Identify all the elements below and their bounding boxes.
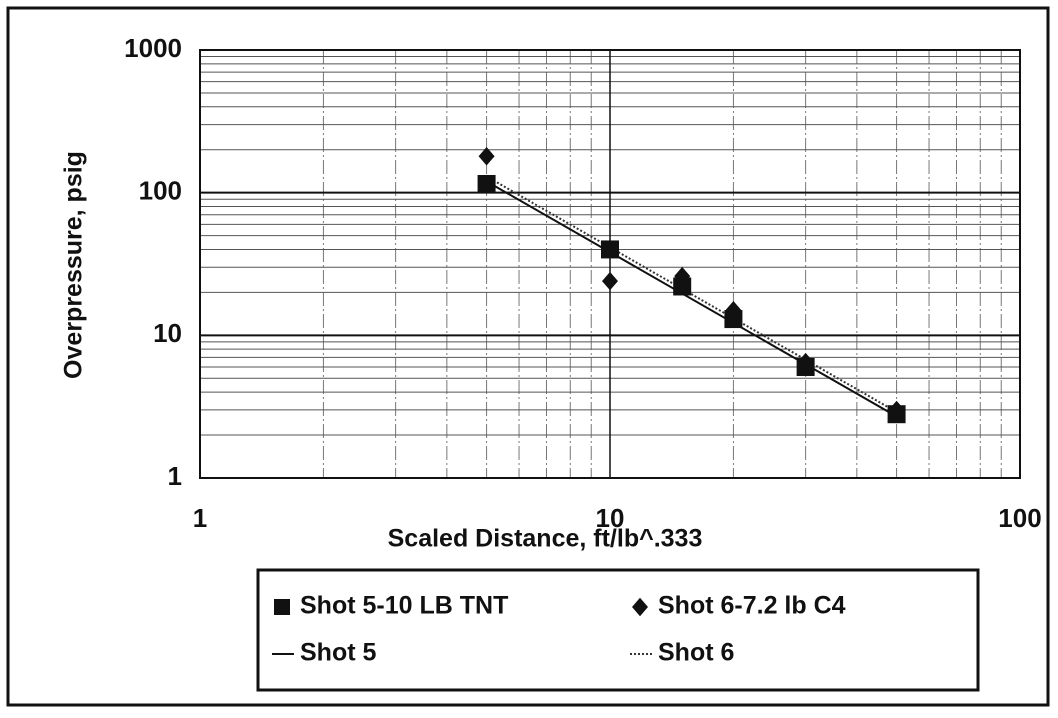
plot-frame	[199, 49, 1021, 479]
y-tick-label: 1	[168, 461, 182, 491]
y-tick-label: 10	[153, 318, 182, 348]
y-axis-label: Overpressure, psig	[60, 151, 88, 379]
legend-label: Shot 6-7.2 lb C4	[658, 592, 846, 620]
x-axis-label: Scaled Distance, ft/lb^.333	[388, 525, 703, 553]
data-point	[602, 271, 618, 291]
x-tick-label: 10	[596, 503, 625, 533]
fit-line	[486, 175, 898, 413]
y-tick-label: 100	[139, 176, 182, 206]
x-tick-label: 1	[193, 503, 207, 533]
legend-label: Shot 5-10 LB TNT	[300, 592, 508, 620]
legend-marker	[632, 597, 648, 617]
data-point	[888, 400, 905, 420]
data-point	[797, 352, 814, 372]
data-point	[477, 175, 496, 194]
y-tick-label: 1000	[124, 33, 182, 63]
data-point	[478, 147, 495, 166]
data-point	[725, 301, 742, 320]
legend-marker	[274, 599, 290, 615]
data-point	[673, 277, 692, 296]
data-point	[674, 266, 691, 286]
legend-box	[256, 568, 980, 692]
data-point	[601, 240, 619, 259]
fit-line	[486, 180, 898, 418]
x-tick-label: 100	[998, 503, 1041, 533]
legend-label: Shot 5	[300, 639, 376, 667]
legend-label: Shot 6	[658, 639, 734, 667]
